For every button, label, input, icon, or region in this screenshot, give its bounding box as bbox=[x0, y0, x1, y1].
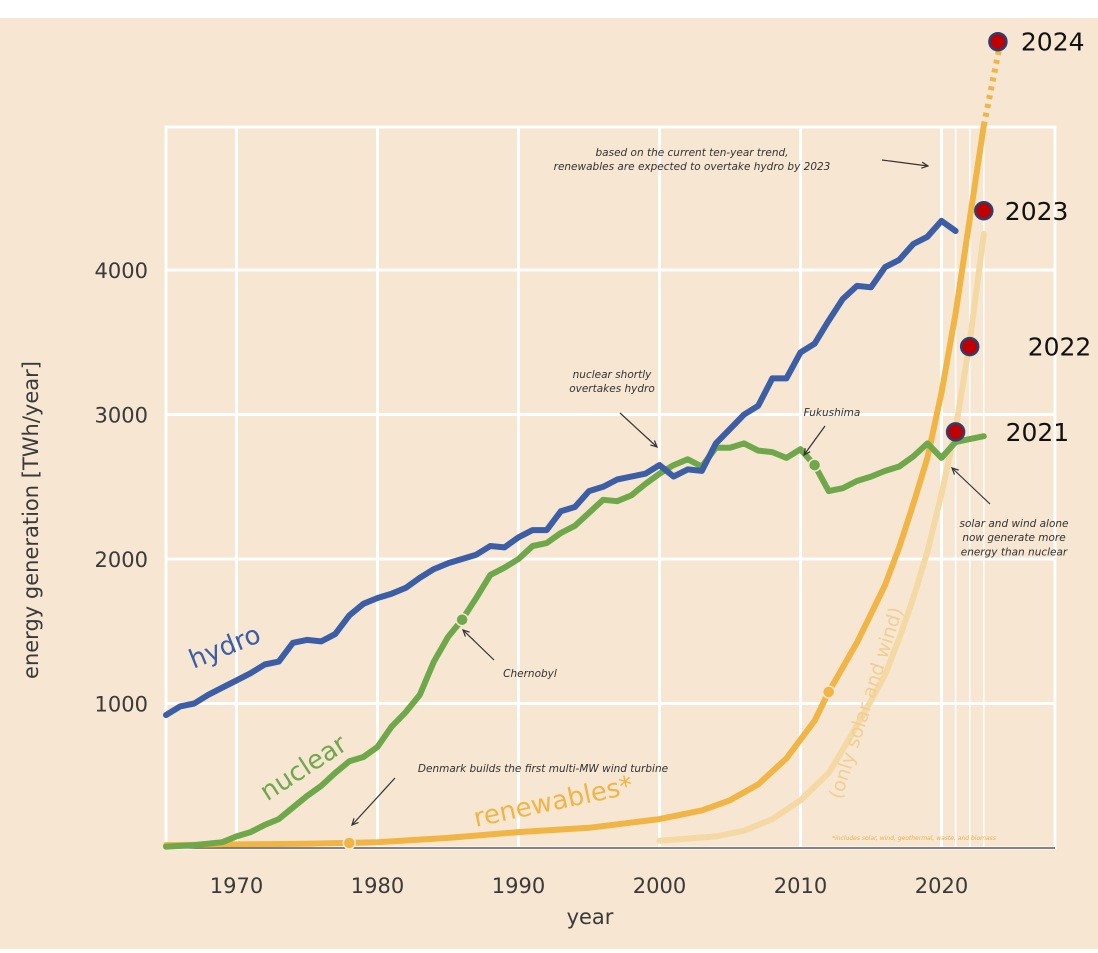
event-marker-2 bbox=[342, 836, 357, 850]
annotation-0-line-0: based on the current ten-year trend, bbox=[596, 147, 789, 159]
arrow-overtake-hydro-line bbox=[881, 159, 929, 167]
highlight-point-2021 bbox=[945, 422, 966, 442]
arrow-overtake-hydro-head bbox=[921, 161, 930, 169]
highlight-point-2023 bbox=[974, 201, 994, 221]
arrow-denmark-line bbox=[351, 777, 396, 826]
highlight-label-2021: 2021 bbox=[1006, 418, 1070, 447]
annotation-5-line-2: energy than nuclear bbox=[961, 546, 1068, 558]
arrow-nuclear-overtakes-line bbox=[619, 412, 658, 448]
arrow-fukushima-line bbox=[803, 425, 826, 456]
arrow-denmark-head bbox=[351, 818, 359, 827]
chart-background bbox=[0, 18, 1098, 949]
highlight-label-2023: 2023 bbox=[1005, 197, 1069, 226]
highlight-label-2022: 2022 bbox=[1028, 333, 1092, 362]
renewables-projection-dotted bbox=[980, 39, 1004, 127]
x-tick-label-1990: 1990 bbox=[492, 874, 545, 898]
x-tick-label-1980: 1980 bbox=[351, 874, 404, 898]
annotation-2-line-0: Fukushima bbox=[804, 407, 861, 419]
event-marker-3 bbox=[821, 685, 836, 699]
y-axis-title: energy generation [TWh/year] bbox=[19, 361, 43, 679]
arrow-fukushima-head bbox=[803, 448, 811, 457]
series-line-0 bbox=[163, 217, 959, 719]
y-tick-label-3000: 3000 bbox=[95, 404, 148, 428]
highlight-label-2024: 2024 bbox=[1021, 28, 1085, 57]
y-tick-label-1000: 1000 bbox=[95, 693, 148, 717]
arrow-nuclear-overtakes-head bbox=[650, 440, 659, 448]
x-axis-title: year bbox=[567, 905, 614, 929]
annotation-5-line-1: now generate more bbox=[962, 532, 1065, 544]
event-marker-0 bbox=[455, 612, 469, 627]
annotation-1-line-1: overtakes hydro bbox=[569, 383, 655, 395]
series-line-1 bbox=[163, 433, 987, 850]
highlight-point-2022 bbox=[959, 336, 980, 357]
series-line-2 bbox=[163, 122, 987, 849]
annotation-5-line-0: solar and wind alone bbox=[959, 518, 1068, 530]
x-tick-label-2020: 2020 bbox=[915, 874, 968, 898]
arrow-solar-wind-head bbox=[950, 467, 959, 475]
annotation-1-line-0: nuclear shortly bbox=[573, 369, 652, 381]
x-tick-label-2000: 2000 bbox=[633, 874, 686, 898]
event-marker-1 bbox=[807, 458, 822, 472]
annotation-4-line-0: Denmark builds the first multi-MW wind t… bbox=[418, 763, 668, 775]
annotation-0-line-1: renewables are expected to overtake hydr… bbox=[554, 161, 831, 173]
annotation-6-line-0: *includes solar, wind, geothermal, waste… bbox=[832, 835, 996, 842]
x-tick-label-1970: 1970 bbox=[210, 874, 263, 898]
arrow-chernobyl-head bbox=[462, 629, 470, 637]
arrow-chernobyl-line bbox=[462, 629, 495, 661]
series-line-3 bbox=[656, 230, 987, 844]
annotation-3-line-0: Chernobyl bbox=[503, 668, 557, 680]
y-tick-label-2000: 2000 bbox=[95, 548, 148, 572]
highlight-point-2024 bbox=[988, 31, 1008, 52]
arrow-solar-wind-line bbox=[951, 467, 991, 505]
x-tick-label-2010: 2010 bbox=[774, 874, 827, 898]
y-tick-label-4000: 4000 bbox=[95, 259, 148, 283]
